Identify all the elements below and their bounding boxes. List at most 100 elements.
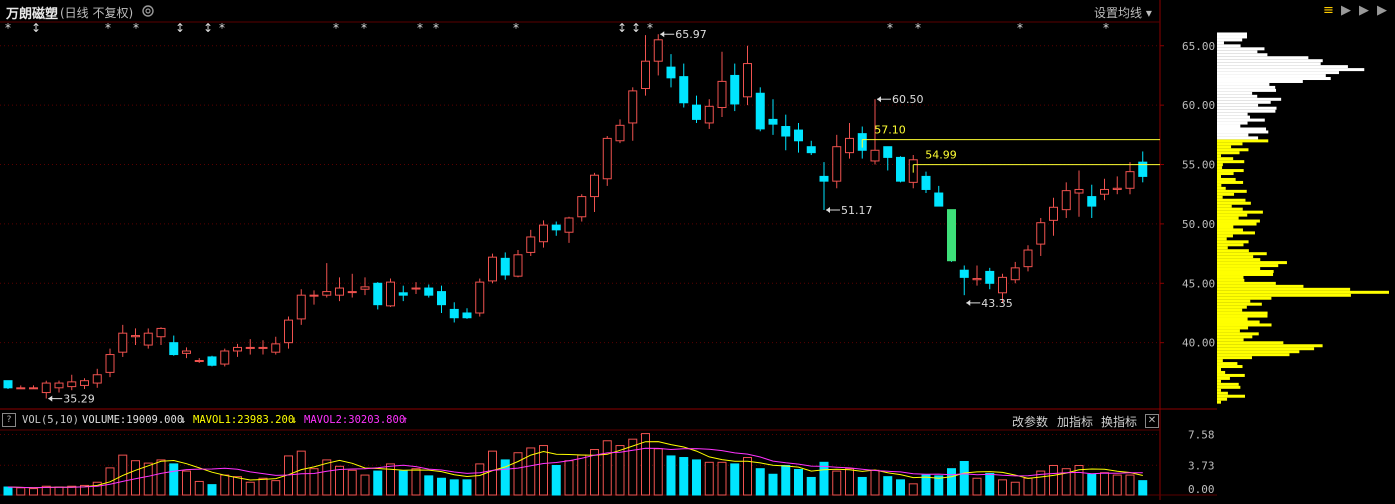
candle-body[interactable] [1049,206,1058,221]
volume-bar[interactable] [794,468,803,496]
volume-bar[interactable] [1112,474,1122,496]
candle-body[interactable] [29,387,38,390]
candle-body[interactable] [271,343,281,353]
volume-bar[interactable] [296,450,306,496]
volume-bar[interactable] [1100,472,1109,496]
volume-bar[interactable] [539,445,548,496]
volume-bar[interactable] [67,485,77,496]
volume-bar[interactable] [309,468,319,496]
candle-body[interactable] [309,294,319,297]
updown-marker[interactable]: ↕ [617,21,627,35]
star-marker[interactable]: * [887,21,893,35]
volume-bar[interactable] [169,463,179,496]
volume-bar[interactable] [437,477,446,496]
volume-bar[interactable] [870,469,880,496]
candle-body[interactable] [692,104,701,120]
volume-bar[interactable] [347,469,357,496]
volume-bar[interactable] [832,470,842,496]
star-marker[interactable]: * [333,21,339,35]
candle-body[interactable] [1061,190,1071,211]
candle-body[interactable] [488,256,497,282]
candle-body[interactable] [985,270,995,284]
gear-icon[interactable] [141,3,155,17]
candle-body[interactable] [156,327,166,338]
candle-body[interactable] [921,175,931,190]
candle-body[interactable] [1087,196,1097,207]
close-icon[interactable]: ✕ [1145,414,1159,428]
candle-body[interactable] [398,292,408,296]
candle-body[interactable] [768,118,778,125]
candle-body[interactable] [411,287,421,290]
candle-body[interactable] [743,63,752,98]
change-params-button[interactable]: 改参数 [1012,415,1049,429]
volume-bar[interactable] [1061,468,1071,496]
volume-bar[interactable] [1010,481,1020,496]
candle-body[interactable] [819,175,829,182]
star-marker[interactable]: * [361,21,367,35]
updown-marker[interactable]: ↕ [203,21,213,35]
candle-body[interactable] [1125,171,1135,189]
star-marker[interactable]: * [5,21,11,35]
volume-bar[interactable] [41,485,51,496]
candle-body[interactable] [41,382,51,394]
volume-bar[interactable] [755,468,765,496]
candle-body[interactable] [564,217,574,233]
candle-body[interactable] [118,332,128,353]
updown-marker[interactable]: ↕ [631,21,641,35]
volume-bar[interactable] [921,474,931,496]
candle-body[interactable] [934,192,944,207]
candle-body[interactable] [577,196,587,218]
star-marker[interactable]: * [1017,21,1023,35]
volume-bar[interactable] [564,460,574,496]
candle-body[interactable] [169,342,179,356]
candle-body[interactable] [896,156,905,182]
candle-body[interactable] [526,236,536,253]
volume-bar[interactable] [947,468,956,496]
volume-bar[interactable] [194,480,204,496]
candle-body[interactable] [998,276,1007,294]
volume-bar[interactable] [704,461,714,496]
star-marker[interactable]: * [915,21,921,35]
candle-body[interactable] [679,76,689,104]
candle-body[interactable] [806,146,816,154]
volume-bar[interactable] [16,487,26,496]
candle-body[interactable] [258,346,268,349]
candle-body[interactable] [1036,222,1046,245]
star-marker[interactable]: * [105,21,111,35]
ma-setting-dropdown[interactable]: 设置均线 ▾ [1094,4,1152,21]
star-marker[interactable]: * [433,21,439,35]
volume-bar[interactable] [258,477,268,496]
volume-bar[interactable] [781,464,791,496]
candle-body[interactable] [972,278,982,281]
volume-bar[interactable] [857,476,867,496]
volume-bar[interactable] [373,470,383,496]
volume-bar[interactable] [245,481,255,496]
volume-bar[interactable] [462,479,472,496]
volume-bar[interactable] [717,461,727,496]
candle-body[interactable] [653,39,663,62]
volume-bar[interactable] [424,475,434,496]
candle-body[interactable] [80,380,89,386]
volume-bar[interactable] [743,457,752,496]
flag-alt-icon[interactable]: ▶ [1359,3,1369,18]
volume-bar[interactable] [972,477,982,496]
candle-body[interactable] [360,286,370,290]
volume-bar[interactable] [1049,464,1058,496]
volume-bar[interactable] [768,473,778,496]
candle-body[interactable] [3,380,13,389]
candle-body[interactable] [628,90,638,124]
candle-body[interactable] [755,92,765,130]
volume-bar[interactable] [551,464,561,496]
star-marker[interactable]: * [1103,21,1109,35]
candle-body[interactable] [1010,267,1020,281]
candle-body[interactable] [105,354,115,373]
volume-bar[interactable] [526,447,536,496]
volume-bar[interactable] [500,459,510,496]
volume-bar[interactable] [1087,473,1097,496]
volume-bar[interactable] [182,470,191,496]
candle-body[interactable] [1100,188,1109,195]
volume-bar[interactable] [653,448,663,496]
candle-body[interactable] [233,346,242,352]
candle-body[interactable] [883,146,893,158]
candle-body[interactable] [641,60,650,90]
